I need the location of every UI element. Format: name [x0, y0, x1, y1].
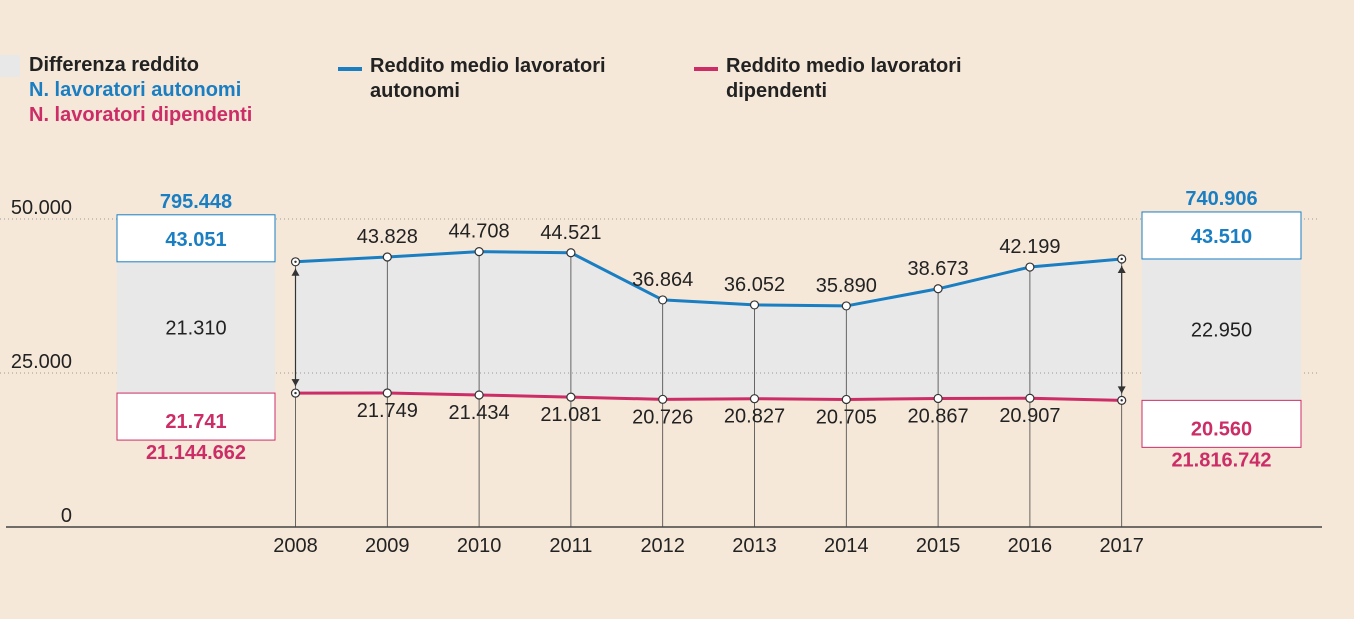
summary-count-dipendenti: 21.144.662	[146, 442, 246, 464]
data-label-autonomi: 36.052	[724, 274, 785, 296]
marker-autonomi	[841, 301, 851, 311]
data-label-dipendenti: 20.907	[999, 405, 1060, 427]
summary-band	[1142, 258, 1301, 401]
marker-autonomi	[658, 295, 668, 305]
x-tick-label: 2010	[457, 535, 502, 557]
marker-dot	[1120, 399, 1123, 402]
data-label-autonomi: 44.708	[449, 221, 510, 243]
summary-difference: 21.310	[165, 317, 226, 339]
x-tick-label: 2014	[824, 535, 869, 557]
summary-count-autonomi: 795.448	[160, 191, 232, 213]
legend-dipendenti-label-2: dipendenti	[726, 80, 828, 102]
x-tick-label: 2017	[1099, 535, 1144, 557]
x-tick-label: 2015	[916, 535, 961, 557]
marker-autonomi	[933, 284, 943, 294]
marker-autonomi	[749, 300, 760, 310]
summary-box-autonomi	[116, 214, 276, 263]
marker-dipendenti	[1025, 393, 1035, 403]
x-tick-label: 2011	[549, 535, 592, 557]
x-tick-label: 2012	[640, 535, 685, 557]
x-tick-label: 2013	[732, 535, 777, 557]
data-label-dipendenti: 21.081	[540, 404, 601, 426]
marker-dot	[294, 260, 297, 264]
data-label-autonomi: 36.864	[632, 269, 693, 291]
data-label-autonomi: 38.673	[908, 258, 969, 280]
data-label-dipendenti: 21.749	[357, 400, 418, 422]
data-label-dipendenti: 20.705	[816, 406, 877, 428]
arrow-head-down	[291, 379, 300, 387]
summary-count-dipendenti: 21.816.742	[1171, 449, 1271, 471]
marker-autonomi	[382, 252, 392, 262]
line-swatch-dipendenti-icon	[694, 67, 718, 71]
summary-box-autonomi	[1141, 211, 1302, 260]
legend-band-row: Differenza reddito	[0, 53, 252, 78]
summary-box-dipendenti	[116, 392, 276, 441]
line-swatch-autonomi-icon	[338, 67, 362, 71]
marker-dipendenti	[658, 394, 668, 404]
marker-dipendenti	[474, 390, 484, 400]
marker-dipendenti	[749, 394, 760, 404]
summary-reddito-dipendenti: 20.560	[1191, 418, 1252, 440]
x-tick-label: 2008	[273, 535, 318, 557]
line-autonomi	[295, 250, 1122, 308]
summary-box-dipendenti	[1141, 399, 1302, 448]
legend-line-dipendenti: Reddito medio lavoratori dipendenti	[694, 54, 962, 104]
legend-autonomi-label-1: Reddito medio lavoratori	[370, 55, 606, 77]
x-tick-label: 2009	[365, 535, 410, 557]
x-tick-label: 2016	[1008, 535, 1053, 557]
summary-count-autonomi: 740.906	[1185, 188, 1257, 210]
summary-reddito-autonomi: 43.051	[165, 229, 226, 251]
marker-dot	[294, 391, 297, 395]
data-label-dipendenti: 20.827	[724, 406, 785, 428]
marker-autonomi	[566, 248, 576, 258]
summary-2017	[1141, 211, 1302, 448]
band-swatch-icon	[0, 54, 20, 77]
data-label-autonomi: 44.521	[540, 222, 601, 244]
y-tick-label: 0	[61, 505, 72, 527]
legend-count-dipendenti: N. lavoratori dipendenti	[29, 104, 253, 126]
marker-autonomi	[474, 246, 484, 257]
marker-autonomi	[1025, 262, 1035, 272]
marker-dipendenti	[382, 388, 392, 398]
data-label-dipendenti: 21.434	[449, 402, 510, 424]
data-label-dipendenti: 20.726	[632, 406, 693, 428]
data-label-autonomi: 42.199	[999, 236, 1060, 258]
marker-dipendenti	[841, 394, 851, 405]
summary-reddito-dipendenti: 21.741	[165, 411, 226, 433]
legend-line-autonomi: Reddito medio lavoratori autonomi	[338, 54, 606, 104]
legend-band-label: Differenza reddito	[29, 54, 200, 76]
marker-dot	[1120, 257, 1123, 261]
data-label-dipendenti: 20.867	[908, 405, 969, 427]
summary-band	[117, 261, 275, 394]
marker-dipendenti	[566, 392, 576, 402]
marker-dipendenti	[933, 393, 943, 404]
arrow-head-up	[1117, 265, 1126, 273]
difference-band	[295, 251, 1122, 401]
legend-autonomi-label-2: autonomi	[370, 80, 460, 102]
legend-counts: Differenza reddito N. lavoratori autonom…	[0, 53, 252, 128]
arrow-head-down	[1117, 386, 1126, 394]
y-tick-label: 25.000	[11, 351, 72, 373]
line-dipendenti	[295, 391, 1122, 402]
arrow-head-up	[291, 268, 300, 276]
data-label-autonomi: 35.890	[816, 275, 877, 297]
legend-dipendenti-label-1: Reddito medio lavoratori	[726, 55, 962, 77]
summary-2008	[116, 214, 276, 441]
data-label-autonomi: 43.828	[357, 226, 418, 248]
summary-difference: 22.950	[1191, 320, 1252, 342]
y-tick-label: 50.000	[11, 197, 72, 219]
summary-reddito-autonomi: 43.510	[1191, 226, 1252, 248]
legend-count-autonomi: N. lavoratori autonomi	[29, 79, 242, 101]
